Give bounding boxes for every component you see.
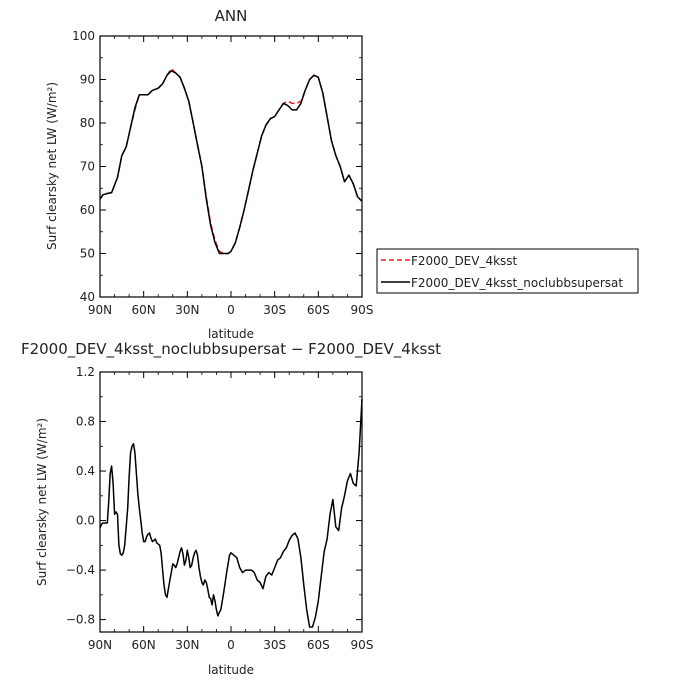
y-tick-label: 0.8: [76, 415, 95, 429]
top-y-axis-label: Surf clearsky net LW (W/m²): [45, 82, 59, 250]
bottom-chart-title: F2000_DEV_4ksst_noclubbsupersat − F2000_…: [21, 340, 441, 359]
plot-frame: [99, 35, 363, 298]
y-tick-label: 40: [80, 290, 95, 304]
x-tick-label: 90S: [351, 638, 374, 652]
y-tick-label: −0.8: [66, 613, 95, 627]
y-tick-label: 80: [80, 116, 95, 130]
top-chart-panel: ANN latitude Surf clearsky net LW (W/m²)…: [45, 7, 373, 341]
x-tick-label: 90N: [88, 638, 112, 652]
x-tick-label: 90S: [351, 303, 374, 317]
x-tick-label: 0: [227, 638, 235, 652]
top-chart-legend: F2000_DEV_4ksst F2000_DEV_4ksst_noclubbs…: [376, 248, 639, 294]
series-line-1: [99, 399, 363, 628]
legend-label-series-1: F2000_DEV_4ksst: [411, 254, 518, 268]
x-tick-label: 60N: [132, 303, 156, 317]
y-tick-label: −0.4: [66, 563, 95, 577]
y-tick-label: 1.2: [76, 365, 95, 379]
top-x-axis-label: latitude: [208, 327, 254, 341]
y-tick-label: 60: [80, 203, 95, 217]
x-tick-label: 30N: [175, 303, 199, 317]
y-tick-label: 50: [80, 247, 95, 261]
x-tick-label: 60N: [132, 638, 156, 652]
bottom-y-axis-label: Surf clearsky net LW (W/m²): [35, 418, 49, 586]
x-tick-label: 30S: [263, 303, 286, 317]
y-tick-label: 90: [80, 73, 95, 87]
legend-label-series-2: F2000_DEV_4ksst_noclubbsupersat: [411, 276, 623, 290]
top-chart-title: ANN: [215, 7, 248, 25]
bottom-x-axis-label: latitude: [208, 663, 254, 677]
x-tick-label: 0: [227, 303, 235, 317]
y-tick-label: 0.4: [76, 464, 95, 478]
legend-box: [376, 248, 639, 294]
series-line-2: [99, 70, 363, 255]
y-tick-label: 0.0: [76, 514, 95, 528]
x-tick-label: 60S: [307, 303, 330, 317]
x-tick-label: 30N: [175, 638, 199, 652]
x-tick-label: 60S: [307, 638, 330, 652]
y-tick-label: 100: [72, 29, 95, 43]
y-tick-label: 70: [80, 160, 95, 174]
x-tick-label: 30S: [263, 638, 286, 652]
bottom-chart-panel: F2000_DEV_4ksst_noclubbsupersat − F2000_…: [21, 340, 441, 677]
x-tick-label: 90N: [88, 303, 112, 317]
